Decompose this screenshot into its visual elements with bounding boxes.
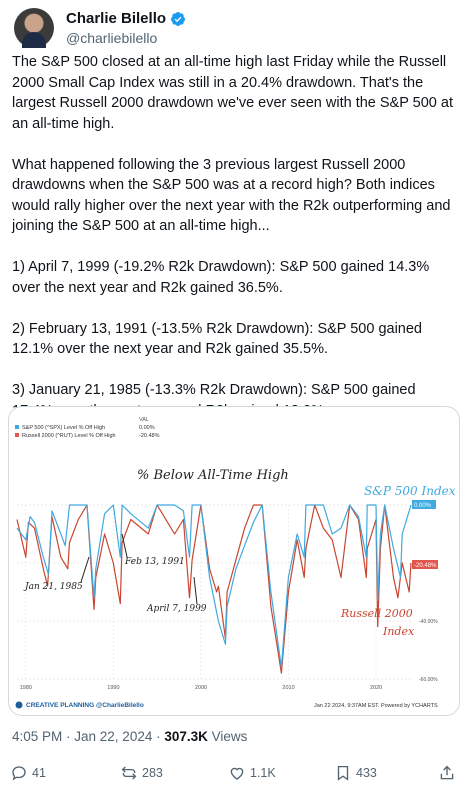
avatar[interactable] (14, 8, 54, 48)
repost-button[interactable]: 283 (120, 764, 163, 782)
annotation-russell-line1: Russell 2000 (340, 607, 413, 620)
end-badge-sp500-text: 0.00% (414, 503, 432, 509)
action-bar: 41 283 1.1K 433 (0, 764, 470, 790)
x-tick-label: 1980 (20, 685, 32, 691)
repost-icon (121, 766, 137, 780)
verified-badge-icon (171, 11, 186, 26)
y-tick-label: -40.00% (419, 619, 438, 625)
creative-planning-logo-icon (15, 701, 23, 709)
bookmark-icon (337, 765, 349, 781)
share-button[interactable] (438, 764, 456, 782)
chart-ticks: -20.00%-40.00%-60.00%1980199020002010202… (20, 561, 438, 691)
chart-image[interactable]: VAL S&P 500 (^SPX) Level % Off High 0.00… (8, 406, 460, 716)
tweet-paragraph: 1) April 7, 1999 (-19.2% R2k Drawdown): … (12, 259, 430, 296)
legend-header: VAL (139, 417, 149, 423)
heart-icon (230, 767, 244, 780)
views-count: 307.3K (164, 729, 208, 744)
reply-count: 41 (32, 766, 46, 780)
annotation-russell-line2: Index (382, 625, 415, 638)
x-tick-label: 1990 (107, 685, 119, 691)
views-label: Views (207, 729, 248, 744)
x-tick-label: 2000 (195, 685, 207, 691)
tweet-paragraph: 2) February 13, 1991 (-13.5% R2k Drawdow… (12, 320, 422, 358)
chart-grid (17, 504, 411, 680)
annotation-sp500: S&P 500 Index (364, 484, 456, 498)
legend-value-sp500: 0.00% (139, 425, 155, 431)
like-button[interactable]: 1.1K (228, 764, 276, 782)
legend-swatch-russell (15, 433, 19, 437)
end-badge-russell (412, 560, 438, 569)
chart-series (16, 504, 412, 674)
legend-swatch-sp500 (15, 425, 19, 429)
tweet-paragraph: The S&P 500 closed at an all-time high l… (12, 54, 453, 132)
annotation-arrow-jan1985 (80, 556, 90, 583)
chart-title: % Below All-Time High (137, 468, 289, 483)
reply-icon (12, 766, 26, 781)
y-tick-label: -60.00% (419, 677, 438, 683)
repost-count: 283 (142, 766, 163, 780)
end-badge-russell-text: -20.48% (414, 563, 437, 569)
legend-label-sp500: S&P 500 (^SPX) Level % Off High (22, 425, 105, 431)
share-icon (440, 765, 454, 780)
x-tick-label: 2010 (282, 685, 294, 691)
annotation-feb1991: Feb 13, 1991 (124, 557, 185, 567)
legend-label-russell: Russell 2000 (^RUT) Level % Off High (22, 433, 116, 439)
annotation-apr1999: April 7, 1999 (146, 604, 207, 614)
tweet-timestamp[interactable]: 4:05 PM · Jan 22, 2024 · (12, 729, 165, 744)
footer-left: CREATIVE PLANNING @CharlieBilello (26, 702, 144, 709)
drawdown-chart: VAL S&P 500 (^SPX) Level % Off High 0.00… (15, 417, 456, 709)
like-count: 1.1K (250, 766, 276, 780)
footer-right: Jan 22 2024, 9:37AM EST. Powered by YCHA… (314, 703, 438, 709)
author-name-row: Charlie Bilello (66, 10, 186, 27)
bookmark-button[interactable]: 433 (334, 764, 377, 782)
annotation-jan1985: Jan 21, 1985 (23, 582, 83, 592)
end-badge-sp500 (412, 500, 436, 509)
reply-button[interactable]: 41 (10, 764, 46, 782)
tweet-paragraph: What happened following the 3 previous l… (12, 156, 451, 235)
annotation-arrow-apr1999 (193, 576, 198, 605)
tweet-header: Charlie Bilello @charliebilello (14, 8, 454, 52)
annotation-arrow-feb1991 (121, 533, 128, 558)
x-tick-label: 2020 (370, 685, 382, 691)
series-line-russell (16, 504, 412, 674)
tweet-meta: 4:05 PM · Jan 22, 2024 · 307.3K Views (12, 729, 247, 744)
series-line-sp500 (16, 504, 412, 668)
author-name[interactable]: Charlie Bilello (66, 10, 167, 27)
tweet-text: The S&P 500 closed at an all-time high l… (12, 52, 458, 442)
legend-value-russell: -20.48% (139, 433, 160, 439)
author-handle[interactable]: @charliebilello (66, 30, 158, 46)
bookmark-count: 433 (356, 766, 377, 780)
